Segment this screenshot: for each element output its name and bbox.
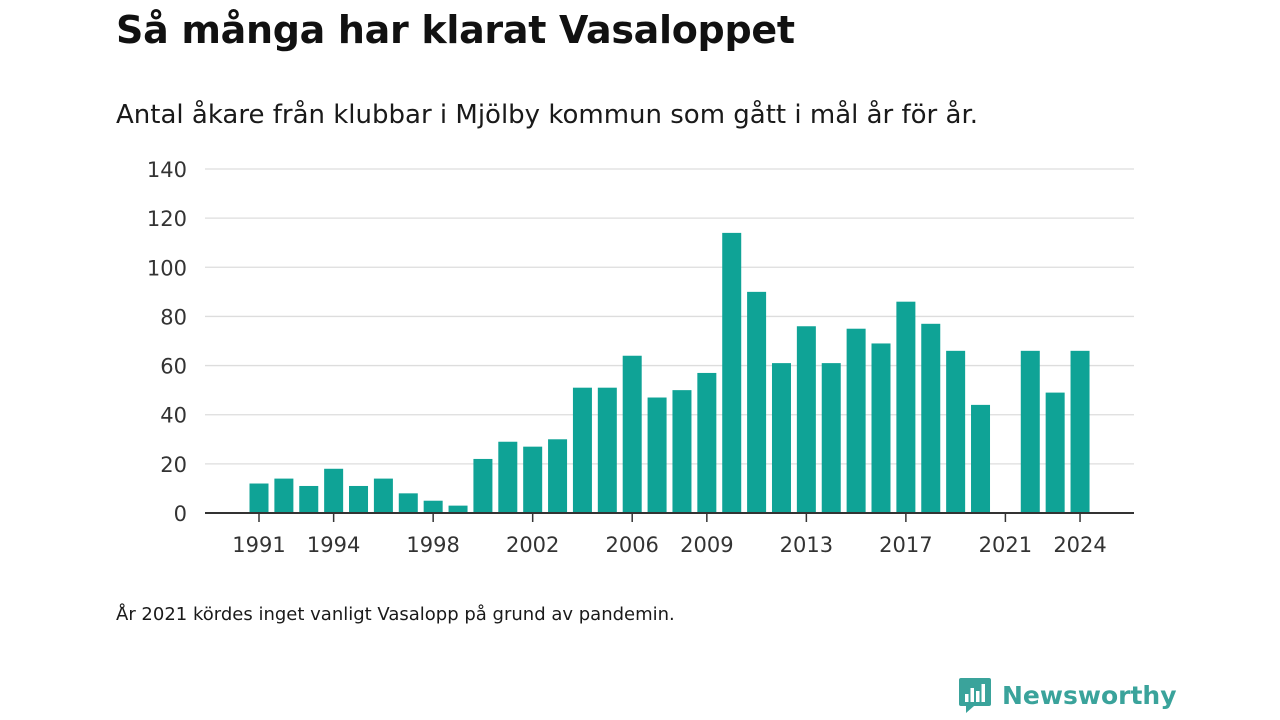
- y-tick-label: 20: [160, 453, 187, 477]
- bars: [249, 232, 1090, 513]
- bar-2009: [697, 372, 717, 513]
- bar-2000: [473, 458, 493, 513]
- bar-2018: [921, 323, 941, 513]
- bar-chart: 0 20 40 60 80 100 120 140 1991 1994 1998 2002 2006 2…: [147, 158, 1134, 557]
- bar-2007: [647, 397, 667, 513]
- x-tick-label: 1998: [406, 533, 459, 557]
- bar-1991: [249, 483, 269, 513]
- y-tick-label: 140: [147, 158, 187, 182]
- x-tick-label: 2006: [605, 533, 658, 557]
- bar-2003: [548, 439, 568, 513]
- bar-1993: [299, 485, 319, 513]
- bar-2010: [722, 232, 742, 513]
- brand-logo[interactable]: Newsworthy: [958, 676, 1177, 714]
- bar-2013: [796, 326, 816, 513]
- x-tick-label: 1994: [307, 533, 360, 557]
- chart-subtitle: Antal åkare från klubbar i Mjölby kommun…: [116, 100, 979, 130]
- x-tick-label: 2009: [680, 533, 733, 557]
- bar-2005: [597, 387, 617, 513]
- chart-title: Så många har klarat Vasaloppet: [116, 8, 795, 52]
- bar-1997: [398, 493, 418, 513]
- bar-2012: [771, 363, 791, 513]
- x-tick-label: 2017: [879, 533, 932, 557]
- bar-1999: [448, 505, 468, 513]
- bar-1998: [423, 500, 443, 513]
- y-tick-label: 0: [174, 502, 187, 526]
- bar-1994: [324, 468, 344, 513]
- bar-2022: [1020, 350, 1040, 513]
- x-tick-label: 1991: [232, 533, 285, 557]
- y-tick-label: 80: [160, 305, 187, 329]
- bar-2006: [622, 355, 642, 513]
- grid-lines: [205, 168, 1134, 465]
- y-tick-label: 120: [147, 207, 187, 231]
- x-tick-label: 2024: [1053, 533, 1106, 557]
- bar-2017: [896, 301, 916, 513]
- brand-name: Newsworthy: [1002, 680, 1177, 710]
- bar-1992: [274, 478, 294, 513]
- bar-2002: [523, 446, 543, 513]
- bar-2015: [846, 328, 866, 513]
- bar-2008: [672, 390, 692, 513]
- x-tick-label: 2002: [506, 533, 559, 557]
- bar-2001: [498, 441, 518, 513]
- y-tick-label: 40: [160, 404, 187, 428]
- bar-1996: [373, 478, 393, 513]
- bar-2014: [821, 363, 841, 513]
- bar-2011: [747, 291, 767, 513]
- y-tick-label: 100: [147, 256, 187, 280]
- footnote: År 2021 kördes inget vanligt Vasalopp på…: [116, 604, 675, 625]
- y-tick-label: 60: [160, 355, 187, 379]
- bar-2020: [971, 404, 991, 513]
- bar-1995: [349, 485, 369, 513]
- x-tick-label: 2013: [780, 533, 833, 557]
- bar-2004: [572, 387, 592, 513]
- bar-2023: [1045, 392, 1065, 513]
- x-axis-ticks: 1991 1994 1998 2002 2006 2009 2013 2017 2021 2024: [232, 513, 1107, 557]
- bar-2024: [1070, 350, 1090, 513]
- bar-2016: [871, 343, 891, 513]
- y-axis-ticks: 0 20 40 60 80 100 120 140: [147, 158, 187, 526]
- bar-2019: [946, 350, 966, 513]
- x-tick-label: 2021: [979, 533, 1032, 557]
- newsworthy-logo-icon: [959, 678, 991, 713]
